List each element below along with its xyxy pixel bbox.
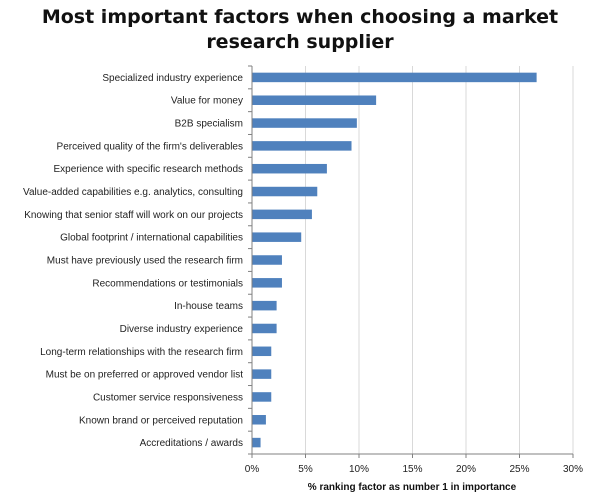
category-label: Global footprint / international capabil… [60, 233, 243, 244]
category-labels: Specialized industry experience Value for… [23, 73, 243, 449]
category-label: Long-term relationships with the researc… [40, 347, 243, 358]
category-label: Value-added capabilities e.g. analytics,… [23, 187, 243, 198]
category-label: Must be on preferred or approved vendor … [46, 370, 244, 381]
category-label: Perceived quality of the firm's delivera… [57, 141, 243, 152]
x-tick-label: 0% [245, 464, 260, 475]
bar [252, 232, 302, 242]
x-tick-label: 30% [563, 464, 583, 475]
bar [252, 141, 352, 151]
category-label: Known brand or perceived reputation [79, 415, 243, 426]
bar [252, 118, 357, 128]
chart-title-line-2: research supplier [206, 31, 394, 53]
bar [252, 415, 266, 425]
chart-title: Most important factors when choosing a m… [0, 5, 600, 55]
x-tick-label: 15% [402, 464, 422, 475]
bar [252, 72, 537, 83]
bar [252, 369, 272, 379]
category-label: Accreditations / awards [140, 438, 243, 449]
bar [252, 346, 272, 357]
bar [252, 437, 261, 448]
bar [252, 255, 282, 265]
category-label: Must have previously used the research f… [47, 256, 243, 267]
x-tick-label: 10% [349, 464, 369, 475]
category-label: Experience with specific research method… [53, 164, 243, 175]
bars [252, 72, 537, 448]
bar [252, 209, 312, 220]
bar [252, 95, 377, 105]
axes [248, 65, 574, 458]
bar [252, 163, 327, 174]
category-label: Recommendations or testimonials [92, 278, 243, 289]
category-label: Customer service responsiveness [93, 392, 243, 403]
category-label: In-house teams [174, 301, 243, 312]
bar [252, 392, 272, 402]
bar [252, 186, 318, 197]
x-axis-title: % ranking factor as number 1 in importan… [308, 482, 517, 493]
bar [252, 300, 277, 311]
gridlines [305, 66, 574, 454]
x-tick-label: 20% [456, 464, 476, 475]
category-label: Diverse industry experience [120, 324, 244, 335]
x-tick-label: 25% [509, 464, 529, 475]
category-label: Knowing that senior staff will work on o… [24, 210, 243, 221]
category-label: Value for money [171, 96, 243, 107]
bar [252, 323, 277, 334]
tick-labels: 0% 5% 10% 15% 20% 25% 30% [245, 464, 583, 475]
x-tick-label: 5% [298, 464, 313, 475]
category-label: B2B specialism [175, 119, 243, 130]
bar [252, 278, 282, 288]
chart-title-line-1: Most important factors when choosing a m… [41, 6, 559, 28]
category-label: Specialized industry experience [102, 73, 243, 84]
